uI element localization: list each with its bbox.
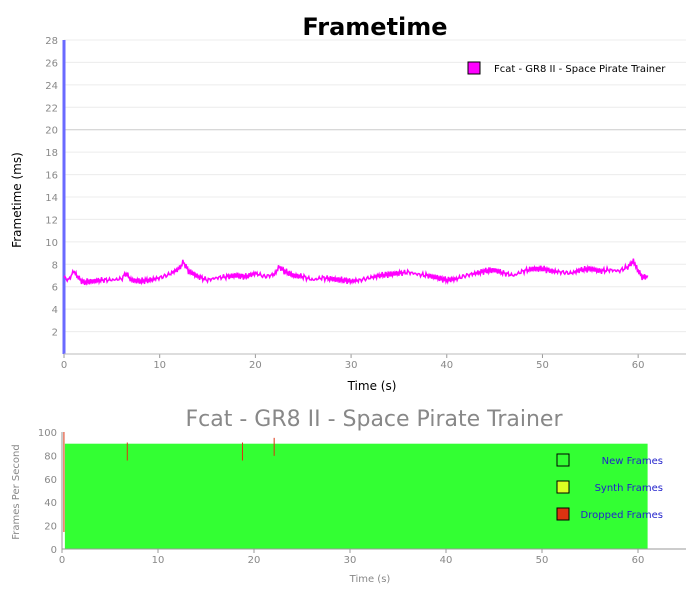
fps-y-tick-label: 0 [51,545,57,556]
frametime-x-tick-label: 40 [440,360,453,371]
frametime-y-tick-label: 16 [45,171,58,182]
fps-x-tick-label: 20 [248,555,261,566]
frametime-x-tick-label: 30 [345,360,358,371]
fps-x-tick-label: 40 [440,555,453,566]
fps-legend-label: New Frames [602,456,663,467]
fps-x-tick-label: 10 [152,555,165,566]
frametime-legend-swatch [467,61,481,75]
frametime-x-tick-label: 20 [249,360,262,371]
frametime-legend: Fcat - GR8 II - Space Pirate Trainer [467,61,666,75]
fps-x-axis-label: Time (s) [349,574,391,585]
fps-y-tick-label: 60 [44,475,57,486]
fps-legend-swatch [556,453,570,467]
fps-x-tick-label: 30 [344,555,357,566]
fps-chart-title: Fcat - GR8 II - Space Pirate Trainer [186,407,564,432]
fps-y-tick-label: 40 [44,498,57,509]
frametime-y-tick-label: 28 [45,36,58,47]
frametime-x-tick-label: 0 [61,360,67,371]
fps-x-tick-label: 0 [59,555,65,566]
frametime-y-tick-label: 14 [45,193,58,204]
fps-legend-label: Synth Frames [595,483,663,494]
frametime-chart-title: Frametime [302,13,447,41]
frametime-grid [64,39,686,333]
frametime-y-tick-label: 2 [52,328,58,339]
frametime-series-line [63,258,649,286]
frametime-x-tick-label: 10 [153,360,166,371]
fps-legend-swatch [556,480,570,494]
frametime-y-tick-label: 4 [52,305,58,316]
frametime-y-tick-label: 24 [45,81,58,92]
frametime-y-axis-label: Frametime (ms) [10,152,24,248]
frametime-x-tick-label: 50 [536,360,549,371]
fps-dropped-frames-marks [63,432,275,532]
fps-y-axis-label: Frames Per Second [11,444,22,539]
frametime-x-ticks: 0 10 20 30 40 50 60 [61,354,645,371]
frametime-y-tick-label: 22 [45,103,58,114]
fps-chart: Fcat - GR8 II - Space Pirate Trainer 0 20… [11,407,686,585]
fps-x-tick-label: 50 [536,555,549,566]
fps-y-ticks: 0 20 40 60 80 100 [38,428,57,556]
fps-new-frames-area [64,443,648,549]
fps-x-ticks: 0 10 20 30 40 50 60 [59,549,645,566]
fps-y-tick-label: 20 [44,522,57,533]
fps-legend-label: Dropped Frames [581,510,663,521]
frametime-y-tick-label: 20 [45,126,58,137]
frametime-y-tick-label: 10 [45,238,58,249]
fps-y-tick-label: 80 [44,451,57,462]
frametime-legend-label: Fcat - GR8 II - Space Pirate Trainer [494,64,666,75]
frametime-y-tick-label: 18 [45,148,58,159]
frametime-y-tick-label: 6 [52,283,58,294]
fps-legend-swatch [556,507,570,521]
frametime-y-tick-label: 8 [52,260,58,271]
frametime-x-axis-label: Time (s) [347,379,397,393]
frametime-y-tick-label: 26 [45,58,58,69]
frametime-x-tick-label: 60 [632,360,645,371]
frametime-y-tick-label: 12 [45,215,58,226]
fps-y-tick-label: 100 [38,428,57,439]
fps-legend: New Frames Synth Frames Dropped Frames [556,453,663,521]
fps-x-tick-label: 60 [632,555,645,566]
